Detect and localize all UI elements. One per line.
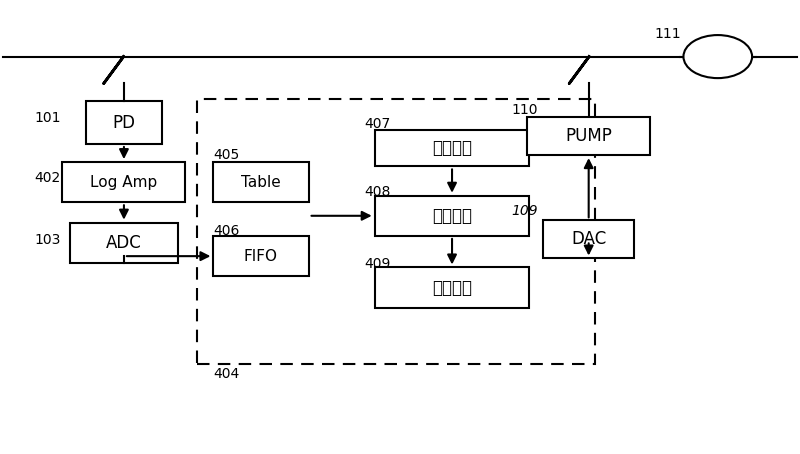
- Text: 405: 405: [214, 148, 239, 162]
- Text: 预调阶段: 预调阶段: [432, 207, 472, 225]
- Text: 过调阶段: 过调阶段: [432, 279, 472, 296]
- Text: 110: 110: [511, 104, 538, 118]
- FancyBboxPatch shape: [62, 162, 186, 202]
- Text: 402: 402: [34, 171, 61, 185]
- FancyBboxPatch shape: [70, 222, 178, 263]
- Text: Log Amp: Log Amp: [90, 175, 158, 190]
- Text: 101: 101: [34, 112, 61, 125]
- Text: 407: 407: [364, 117, 390, 131]
- FancyBboxPatch shape: [543, 220, 634, 258]
- Text: 404: 404: [214, 367, 239, 381]
- Text: 103: 103: [34, 232, 61, 247]
- FancyBboxPatch shape: [374, 130, 530, 167]
- FancyBboxPatch shape: [214, 236, 309, 276]
- FancyBboxPatch shape: [527, 117, 650, 155]
- Ellipse shape: [683, 35, 752, 78]
- Text: PUMP: PUMP: [566, 127, 612, 145]
- Text: 409: 409: [364, 257, 390, 271]
- FancyBboxPatch shape: [374, 196, 530, 236]
- Text: 109: 109: [511, 204, 538, 218]
- Text: ADC: ADC: [106, 234, 142, 252]
- Text: DAC: DAC: [571, 230, 606, 248]
- Text: 406: 406: [214, 223, 240, 237]
- Text: Table: Table: [241, 175, 281, 190]
- Text: 408: 408: [364, 185, 390, 199]
- Text: 111: 111: [654, 27, 681, 41]
- FancyBboxPatch shape: [374, 267, 530, 308]
- Text: FIFO: FIFO: [244, 249, 278, 264]
- FancyBboxPatch shape: [214, 162, 309, 202]
- FancyBboxPatch shape: [86, 101, 162, 144]
- Text: PD: PD: [113, 114, 135, 132]
- Text: 正常阶段: 正常阶段: [432, 139, 472, 157]
